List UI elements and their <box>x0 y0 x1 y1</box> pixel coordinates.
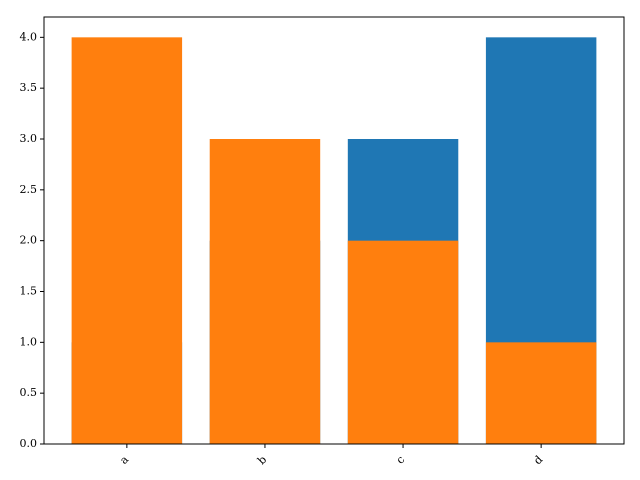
plot-frame <box>43 16 625 445</box>
bar <box>71 37 183 444</box>
y-tick-label: 0.0 <box>20 437 38 450</box>
y-tick-label: 1.5 <box>20 285 38 298</box>
bar <box>485 342 597 444</box>
bar <box>209 139 321 444</box>
x-tick-label: d <box>531 453 545 467</box>
x-tick-label: a <box>117 453 131 467</box>
y-tick-label: 1.0 <box>20 335 38 348</box>
y-tick-label: 3.5 <box>20 81 38 94</box>
y-tick-label: 2.5 <box>20 183 38 196</box>
bar <box>347 240 459 444</box>
y-tick-label: 4.0 <box>20 30 38 43</box>
x-tick-label: c <box>394 453 408 467</box>
y-tick-label: 3.0 <box>20 132 38 145</box>
x-tick-label: b <box>255 453 269 467</box>
y-tick-label: 2.0 <box>20 234 38 247</box>
y-tick-label: 0.5 <box>20 386 38 399</box>
